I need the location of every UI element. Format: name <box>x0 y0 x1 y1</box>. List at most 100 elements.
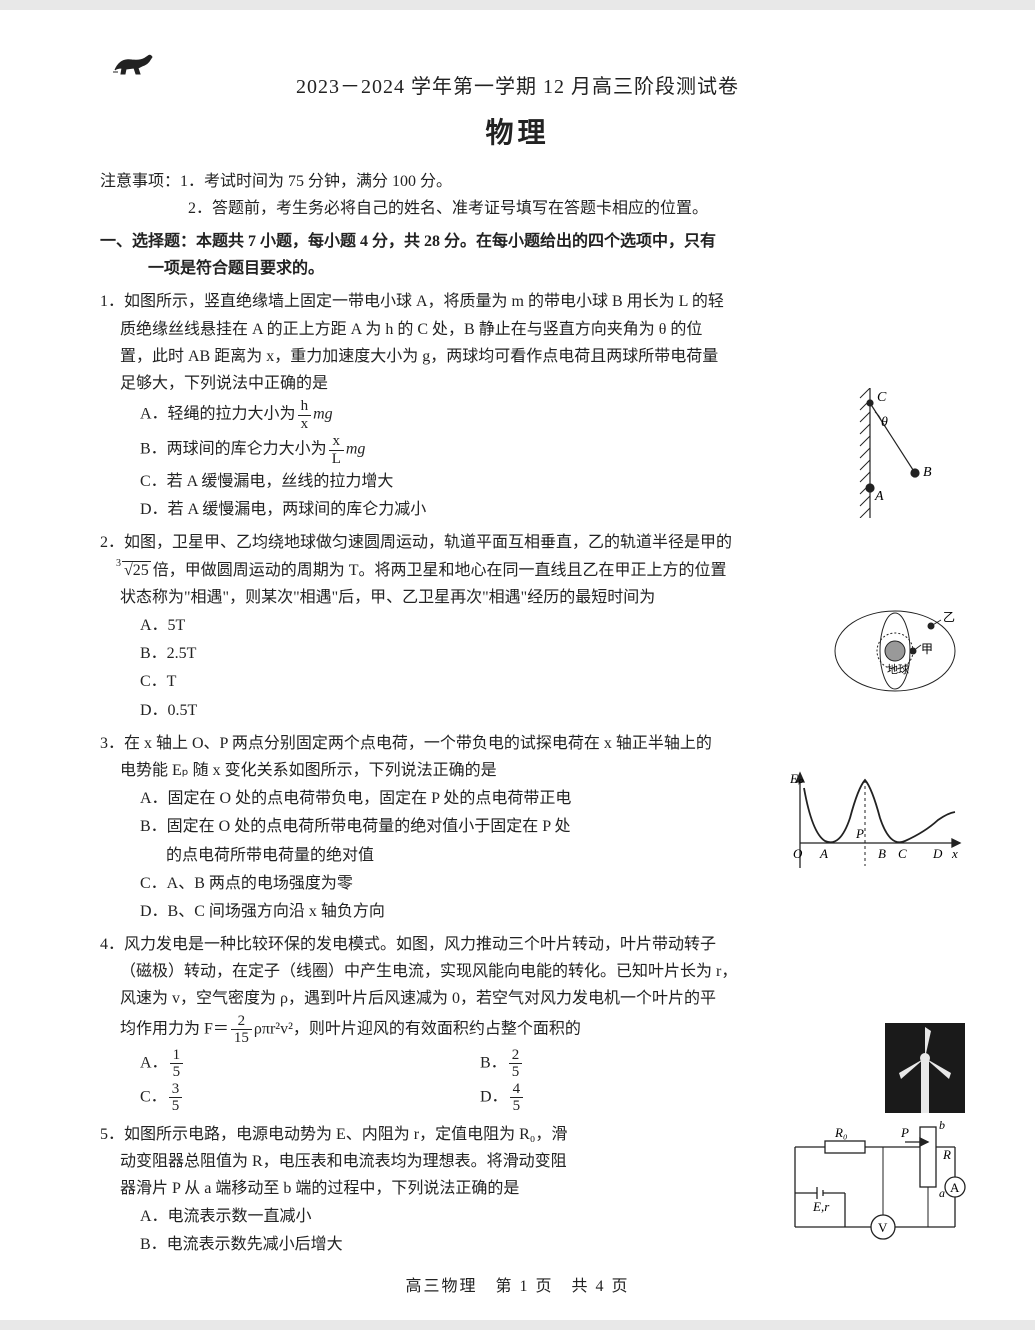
q1-stem-4: 足够大，下列说法中正确的是 <box>100 370 935 397</box>
section-1-line1: 一、选择题：本题共 7 小题，每小题 4 分，共 28 分。在每小题给出的四个选… <box>100 233 716 250</box>
q4-c-num: 3 <box>169 1081 183 1099</box>
title-line-1: 2023－2024 学年第一学期 12 月高三阶段测试卷 <box>100 70 935 104</box>
q4-figure <box>885 1023 965 1113</box>
frac-icon: 45 <box>510 1081 524 1115</box>
q1-a-num: h <box>298 398 312 416</box>
notes-label: 注意事项： <box>100 173 180 190</box>
q5-fig-voltmeter: V <box>878 1220 888 1235</box>
q2-fig-earth: 地球 <box>887 662 909 676</box>
q4-opt-c: C．35 <box>140 1081 480 1115</box>
q4-s4-den: 15 <box>231 1030 252 1047</box>
q5-opt-b: B．电流表示数先减小后增大 <box>140 1231 735 1258</box>
q3-opt-d: D．B、C 间场强方向沿 x 轴负方向 <box>140 898 755 925</box>
q5-opt-a: A．电流表示数一直减小 <box>140 1203 735 1230</box>
q3-opt-c: C．A、B 两点的电场强度为零 <box>140 870 755 897</box>
q3-fig-d: D <box>932 846 943 861</box>
q4-b-num: 2 <box>509 1047 523 1065</box>
frac-icon: 15 <box>170 1047 184 1081</box>
q1-b-num: x <box>329 433 344 451</box>
question-2: 2．如图，卫星甲、乙均绕地球做匀速圆周运动，轨道平面互相垂直，乙的轨道半径是甲的… <box>100 529 935 723</box>
note-2: 2．答题前，考生务必将自己的姓名、准考证号填写在答题卡相应的位置。 <box>100 195 935 222</box>
q2-opt-d: D．0.5T <box>140 697 935 724</box>
q1-b-pre: B．两球间的库仑力大小为 <box>140 441 327 458</box>
frac-icon: 25 <box>509 1047 523 1081</box>
q4-c-pre: C． <box>140 1088 167 1105</box>
q4-stem-1: 4．风力发电是一种比较环保的发电模式。如图，风力推动三个叶片转动，叶片带动转子 <box>100 931 935 958</box>
question-1: 1．如图所示，竖直绝缘墙上固定一带电小球 A，将质量为 m 的带电小球 B 用长… <box>100 288 935 523</box>
q5-fig-r: R <box>942 1147 951 1162</box>
q3-opt-b1: B．固定在 O 处的点电荷所带电荷量的绝对值小于固定在 P 处 <box>140 813 755 840</box>
q4-options-row2: C．35 D．45 <box>100 1081 935 1115</box>
q4-opt-a: A．15 <box>140 1047 480 1081</box>
q4-c-den: 5 <box>169 1098 183 1115</box>
q3-fig-b: B <box>878 846 886 861</box>
question-5: 5．如图所示电路，电源电动势为 E、内阻为 r，定值电阻为 R₀，滑 动变阻器总… <box>100 1121 935 1259</box>
q2-fig-jia: 甲 <box>921 642 933 656</box>
q1-a-pre: A．轻绳的拉力大小为 <box>140 406 296 423</box>
q4-a-num: 1 <box>170 1047 184 1065</box>
q4-d-den: 5 <box>510 1098 524 1115</box>
q3-fig-c: C <box>898 846 907 861</box>
q1-figure: C θ B A <box>845 388 955 518</box>
q3-opt-a: A．固定在 O 处的点电荷带负电，固定在 P 处的点电荷带正电 <box>140 785 755 812</box>
q5-fig-ammeter: A <box>950 1180 960 1195</box>
q4-s4-pre: 均作用力为 F＝ <box>120 1020 229 1037</box>
frac-icon: 35 <box>169 1081 183 1115</box>
q3-fig-ep: Eₚ <box>790 771 804 786</box>
q5-stem-3: 器滑片 P 从 a 端移动至 b 端的过程中，下列说法正确的是 <box>100 1175 735 1202</box>
title-subject: 物理 <box>100 110 935 158</box>
q2-options: A．5T B．2.5T C．T D．0.5T <box>100 612 935 724</box>
q4-stem-3: 风速为 v，空气密度为 ρ，遇到叶片后风速减为 0，若空气对风力发电机一个叶片的… <box>100 985 935 1012</box>
q1-fig-c: C <box>877 390 887 405</box>
q2-opt-c: C．T <box>140 668 935 695</box>
q1-options: A．轻绳的拉力大小为hxmg B．两球间的库仑力大小为xLmg C．若 A 缓慢… <box>100 398 935 523</box>
q1-fig-a: A <box>874 489 884 504</box>
q4-d-num: 4 <box>510 1081 524 1099</box>
cube-root-icon: 3√25 <box>120 557 153 584</box>
frac-icon: 215 <box>231 1013 252 1047</box>
q2-stem-1: 2．如图，卫星甲、乙均绕地球做匀速圆周运动，轨道平面互相垂直，乙的轨道半径是甲的 <box>100 529 935 556</box>
exam-page: 2023－2024 学年第一学期 12 月高三阶段测试卷 物理 注意事项：1．考… <box>0 10 1035 1320</box>
q1-fig-theta: θ <box>881 415 888 430</box>
q4-stem-4: 均作用力为 F＝215ρπr²v²，则叶片迎风的有效面积约占整个面积的 <box>100 1013 935 1047</box>
q3-stem-1: 3．在 x 轴上 O、P 两点分别固定两个点电荷，一个带负电的试探电荷在 x 轴… <box>100 730 935 757</box>
q2-opt-a: A．5T <box>140 612 935 639</box>
q1-b-den: L <box>329 451 344 468</box>
q4-stem-2: （磁极）转动，在定子（线圈）中产生电流，实现风能向电能的转化。已知叶片长为 r， <box>100 958 935 985</box>
q2-opt-b: B．2.5T <box>140 640 935 667</box>
section-1-header: 一、选择题：本题共 7 小题，每小题 4 分，共 28 分。在每小题给出的四个选… <box>100 228 935 282</box>
q1-fig-b: B <box>923 465 932 480</box>
q5-fig-p: P <box>900 1125 909 1140</box>
q3-opt-b2: 的点电荷所带电荷量的绝对值 <box>140 842 755 869</box>
q5-options: A．电流表示数一直减小 B．电流表示数先减小后增大 <box>100 1203 735 1258</box>
frac-icon: hx <box>298 398 312 432</box>
question-3: 3．在 x 轴上 O、P 两点分别固定两个点电荷，一个带负电的试探电荷在 x 轴… <box>100 730 935 925</box>
q5-fig-er: E,r <box>812 1199 830 1214</box>
q4-opt-d: D．45 <box>480 1081 525 1115</box>
q2-figure: 地球 甲 乙 <box>825 601 965 701</box>
section-1-line2: 一项是符合题目要求的。 <box>100 255 935 282</box>
q5-fig-b: b <box>939 1118 945 1132</box>
q1-opt-b: B．两球间的库仑力大小为xLmg <box>140 433 935 467</box>
q5-fig-r0: R₀ <box>834 1125 847 1140</box>
question-4: 4．风力发电是一种比较环保的发电模式。如图，风力推动三个叶片转动，叶片带动转子 … <box>100 931 935 1115</box>
note-1: 1．考试时间为 75 分钟，满分 100 分。 <box>180 173 452 190</box>
q1-stem-2: 质绝缘丝线悬挂在 A 的正上方距 A 为 h 的 C 处，B 静止在与竖直方向夹… <box>100 316 935 343</box>
q4-a-den: 5 <box>170 1064 184 1081</box>
q3-fig-a: A <box>819 846 828 861</box>
q2-fig-yi: 乙 <box>943 610 955 624</box>
logo-icon <box>110 50 160 87</box>
q2-stem-3: 状态称为"相遇"，则某次"相遇"后，甲、乙卫星再次"相遇"经历的最短时间为 <box>100 584 935 611</box>
q1-stem-1: 1．如图所示，竖直绝缘墙上固定一带电小球 A，将质量为 m 的带电小球 B 用长… <box>100 288 935 315</box>
q4-b-pre: B． <box>480 1054 507 1071</box>
q1-opt-d: D．若 A 缓慢漏电，两球间的库仑力减小 <box>140 496 935 523</box>
frac-icon: xL <box>329 433 344 467</box>
q1-opt-c: C．若 A 缓慢漏电，丝线的拉力增大 <box>140 468 935 495</box>
page-footer: 高三物理 第 1 页 共 4 页 <box>100 1273 935 1300</box>
q4-b-den: 5 <box>509 1064 523 1081</box>
q1-opt-a: A．轻绳的拉力大小为hxmg <box>140 398 935 432</box>
q4-options-row1: A．15 B．25 <box>100 1047 935 1081</box>
q5-stem-1: 5．如图所示电路，电源电动势为 E、内阻为 r，定值电阻为 R₀，滑 <box>100 1121 735 1148</box>
q3-fig-o: O <box>793 846 803 861</box>
q4-s4-mid: ρπr²v²，则叶片迎风的有效面积约占整个面积的 <box>254 1020 581 1037</box>
